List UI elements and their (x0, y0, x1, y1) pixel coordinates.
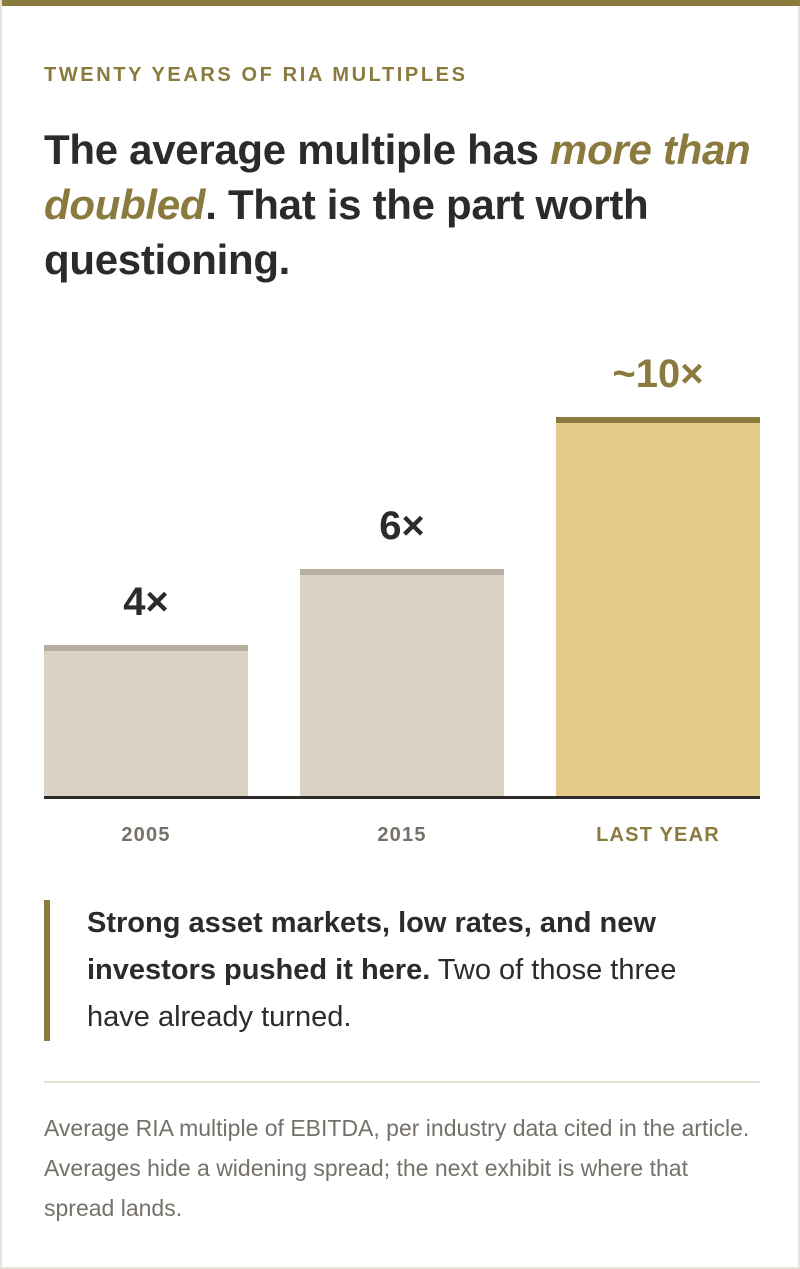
headline: The average multiple has more than doubl… (44, 122, 764, 287)
x-tick-label: 2005 (121, 824, 170, 846)
footnote: Average RIA multiple of EBITDA, per indu… (44, 1115, 750, 1221)
headline-tail: . That is the part worth questioning. (44, 181, 649, 283)
bar-cap (556, 417, 760, 423)
value-label: ~10× (612, 352, 703, 396)
callout-rest: Two of those three have already turned. (87, 954, 677, 1033)
bar-cap (300, 569, 504, 575)
bar (556, 417, 760, 797)
value-label: 4× (123, 580, 169, 624)
value-label: 6× (379, 504, 425, 548)
callout-bold: Strong asset markets, low rates, and new… (87, 907, 656, 986)
x-axis-baseline (44, 796, 760, 799)
headline-emphasis: more than doubled (44, 126, 751, 228)
x-tick-label: 2015 (377, 824, 426, 846)
eyebrow-label: TWENTY YEARS OF RIA MULTIPLES (44, 64, 468, 86)
callout-quote: Strong asset markets, low rates, and new… (44, 900, 744, 1041)
bar (44, 645, 248, 797)
bar-chart: 4× 2005 6× 2015 ~10× LAST YEAR (44, 352, 760, 846)
divider (44, 1081, 760, 1083)
top-accent-bar (2, 0, 800, 6)
bar-cap (44, 645, 248, 651)
x-tick-label: LAST YEAR (596, 824, 720, 846)
bar (300, 569, 504, 797)
headline-lead: The average multiple has (44, 126, 551, 173)
